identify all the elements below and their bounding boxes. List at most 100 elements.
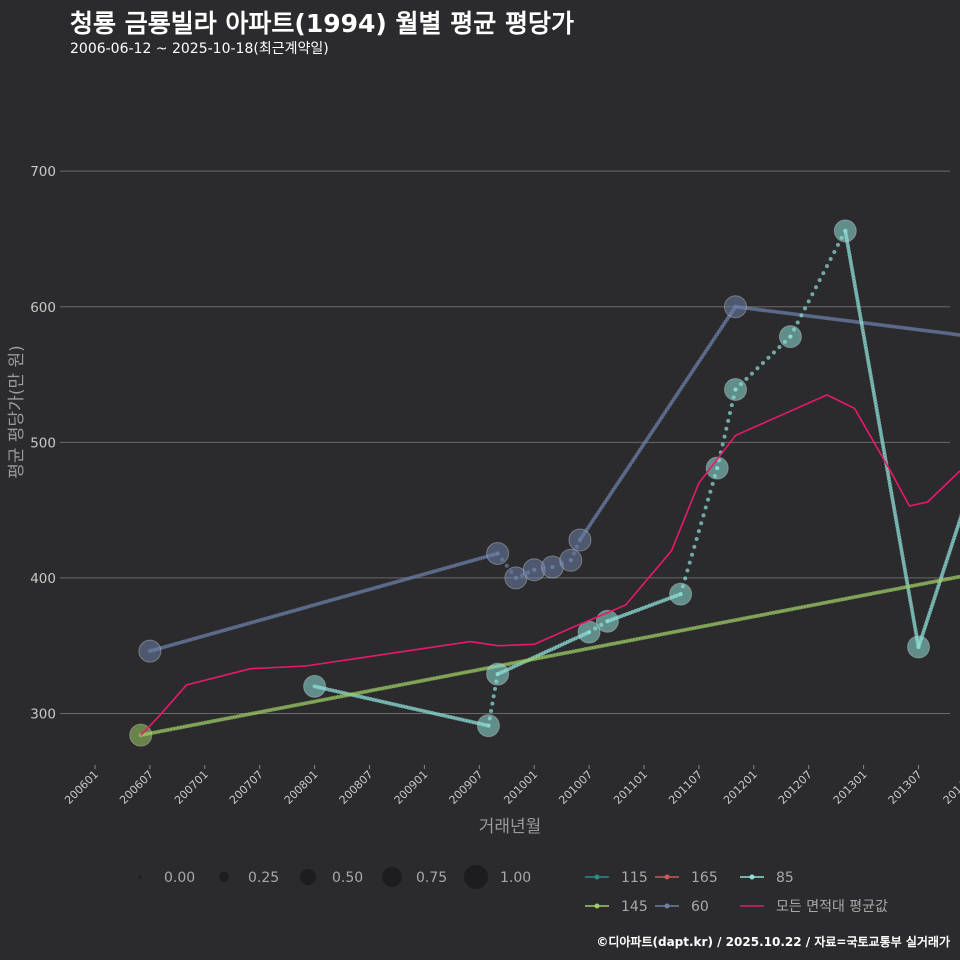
series-60-link bbox=[939, 330, 944, 335]
series-85-link bbox=[855, 296, 860, 301]
series-85-link bbox=[871, 391, 876, 396]
legend-swatch-dot-165 bbox=[664, 874, 670, 880]
series-60-link bbox=[888, 324, 893, 329]
series-85-link bbox=[862, 338, 867, 343]
series-85-link bbox=[855, 299, 860, 304]
series-60-link bbox=[927, 329, 932, 334]
legend-size-marker-1.00 bbox=[464, 865, 488, 889]
series-85-link bbox=[687, 560, 692, 565]
series-85-link bbox=[874, 408, 879, 413]
series-85-link bbox=[901, 559, 906, 564]
series-85-link bbox=[900, 556, 905, 561]
series-85-link bbox=[910, 609, 915, 614]
series-60-link bbox=[885, 323, 890, 328]
series-85-link bbox=[854, 290, 859, 295]
series-60-link bbox=[865, 321, 870, 326]
series-60-link bbox=[841, 318, 846, 323]
series-60-link bbox=[954, 332, 959, 337]
series-85-link bbox=[760, 361, 765, 366]
legend-size-marker-0.50 bbox=[300, 869, 316, 885]
series-85-link bbox=[828, 257, 833, 262]
series-85-link bbox=[755, 366, 760, 371]
series-60-link bbox=[808, 314, 813, 319]
series-85-link bbox=[817, 278, 822, 283]
series-60-link bbox=[868, 321, 873, 326]
legend-size-label-1.00: 1.00 bbox=[500, 870, 531, 886]
series-85-link bbox=[814, 285, 819, 290]
series-85-link bbox=[866, 358, 871, 363]
series-85-link bbox=[905, 580, 910, 585]
legend-size-marker-0.25 bbox=[219, 872, 229, 882]
series-85-link bbox=[894, 518, 899, 523]
point-85-2010-09 bbox=[595, 609, 619, 633]
series-60-link bbox=[793, 312, 798, 317]
x-tick-200601: 200601 bbox=[62, 768, 101, 807]
point-60-2009-09 bbox=[486, 542, 510, 565]
series-85-link bbox=[893, 515, 898, 520]
series-60-link bbox=[924, 328, 929, 333]
point-85-2011-11 bbox=[724, 377, 747, 401]
series-60-link bbox=[817, 315, 822, 320]
series-60-link bbox=[882, 323, 887, 328]
series-85-link bbox=[886, 476, 891, 481]
series-85-link bbox=[892, 506, 897, 511]
series-60-link bbox=[915, 327, 920, 332]
legend-size-label-0.50: 0.50 bbox=[332, 870, 363, 886]
series-60-link bbox=[930, 329, 935, 334]
series-85-link bbox=[909, 603, 914, 608]
series-60-link bbox=[826, 316, 831, 321]
series-85-link bbox=[880, 438, 885, 443]
series-60-link bbox=[760, 308, 765, 313]
series-60-link bbox=[802, 313, 807, 318]
series-85-link bbox=[875, 411, 880, 416]
legend-label-165: 165 bbox=[691, 870, 718, 886]
series-85-link bbox=[872, 394, 877, 399]
series-85-link bbox=[832, 249, 837, 254]
series-85-link bbox=[904, 577, 909, 582]
series-85-link bbox=[860, 329, 865, 334]
series-85-link bbox=[912, 624, 917, 629]
series-85-link bbox=[859, 320, 864, 325]
series-85-link bbox=[849, 261, 854, 266]
series-85-link bbox=[869, 376, 874, 381]
series-85-link bbox=[856, 305, 861, 310]
series-60-link bbox=[942, 331, 947, 336]
series-85-link bbox=[708, 489, 713, 494]
series-60-link bbox=[906, 326, 911, 331]
series-85-link bbox=[857, 311, 862, 316]
series-85-link bbox=[795, 320, 800, 325]
series-85-link bbox=[879, 435, 884, 440]
series-85-link bbox=[490, 701, 495, 706]
series-85-link bbox=[911, 618, 916, 623]
series-85-link bbox=[901, 562, 906, 567]
series-60-link bbox=[769, 309, 774, 314]
series-60-link bbox=[748, 306, 753, 311]
series-60-link bbox=[945, 331, 950, 336]
series-85-link bbox=[872, 397, 877, 402]
series-85-link bbox=[908, 597, 913, 602]
series-85-link bbox=[847, 255, 852, 260]
point-60-2011-11 bbox=[724, 295, 747, 319]
series-60-link bbox=[897, 325, 902, 330]
series-60-link bbox=[948, 331, 953, 336]
series-85-link bbox=[889, 491, 894, 496]
series-60-link bbox=[775, 310, 780, 315]
x-axis-label: 거래년월 bbox=[479, 817, 542, 837]
series-60-link bbox=[951, 332, 956, 337]
series-85-link bbox=[729, 403, 734, 408]
series-85-link bbox=[859, 323, 864, 328]
series-60-link bbox=[832, 317, 837, 322]
series-85-link bbox=[907, 594, 912, 599]
series-85-link bbox=[867, 364, 872, 369]
series-85-link bbox=[865, 355, 870, 360]
legend-size-label-0.25: 0.25 bbox=[248, 870, 279, 886]
y-tick-500: 500 bbox=[30, 435, 56, 451]
series-85-link bbox=[492, 686, 497, 691]
series-85-link bbox=[957, 518, 960, 523]
series-85-link bbox=[911, 615, 916, 620]
series-85-link bbox=[701, 513, 706, 518]
legend-label-60: 60 bbox=[691, 899, 709, 915]
series-85-link bbox=[856, 302, 861, 307]
series-85-link bbox=[710, 481, 715, 486]
series-85-link bbox=[777, 345, 782, 350]
